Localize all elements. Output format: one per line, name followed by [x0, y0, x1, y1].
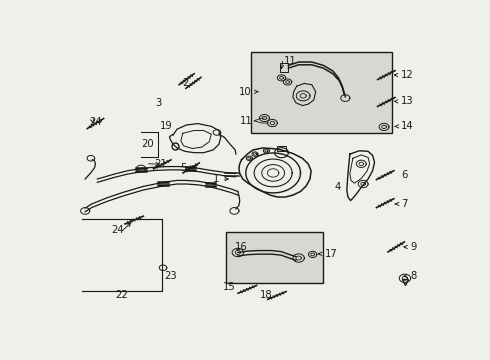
Text: 17: 17 — [325, 249, 338, 259]
Text: 21: 21 — [154, 159, 167, 169]
Bar — [277, 146, 286, 151]
Text: 14: 14 — [401, 121, 414, 131]
Text: 15: 15 — [223, 282, 236, 292]
Bar — [280, 63, 288, 72]
Text: 1: 1 — [213, 174, 219, 184]
Text: 18: 18 — [259, 291, 272, 301]
Text: 10: 10 — [239, 87, 252, 97]
Text: 20: 20 — [141, 139, 154, 149]
Text: 23: 23 — [164, 271, 176, 281]
Text: 19: 19 — [160, 121, 173, 131]
Text: 8: 8 — [411, 271, 417, 281]
Text: 24: 24 — [111, 225, 124, 235]
Text: 11: 11 — [283, 56, 296, 66]
Text: 3: 3 — [156, 98, 162, 108]
Bar — [251, 51, 392, 133]
Text: 22: 22 — [115, 291, 127, 301]
Text: 4: 4 — [334, 183, 341, 192]
Text: 13: 13 — [401, 96, 414, 107]
Text: 6: 6 — [401, 170, 408, 180]
Text: 7: 7 — [401, 199, 408, 209]
Text: 16: 16 — [235, 242, 247, 252]
Bar — [226, 232, 323, 283]
Text: 5: 5 — [180, 163, 187, 173]
Text: 12: 12 — [401, 70, 414, 80]
Text: 2: 2 — [182, 78, 189, 89]
Text: 24: 24 — [90, 117, 102, 127]
Text: 11: 11 — [240, 116, 253, 126]
Text: 9: 9 — [411, 242, 417, 252]
